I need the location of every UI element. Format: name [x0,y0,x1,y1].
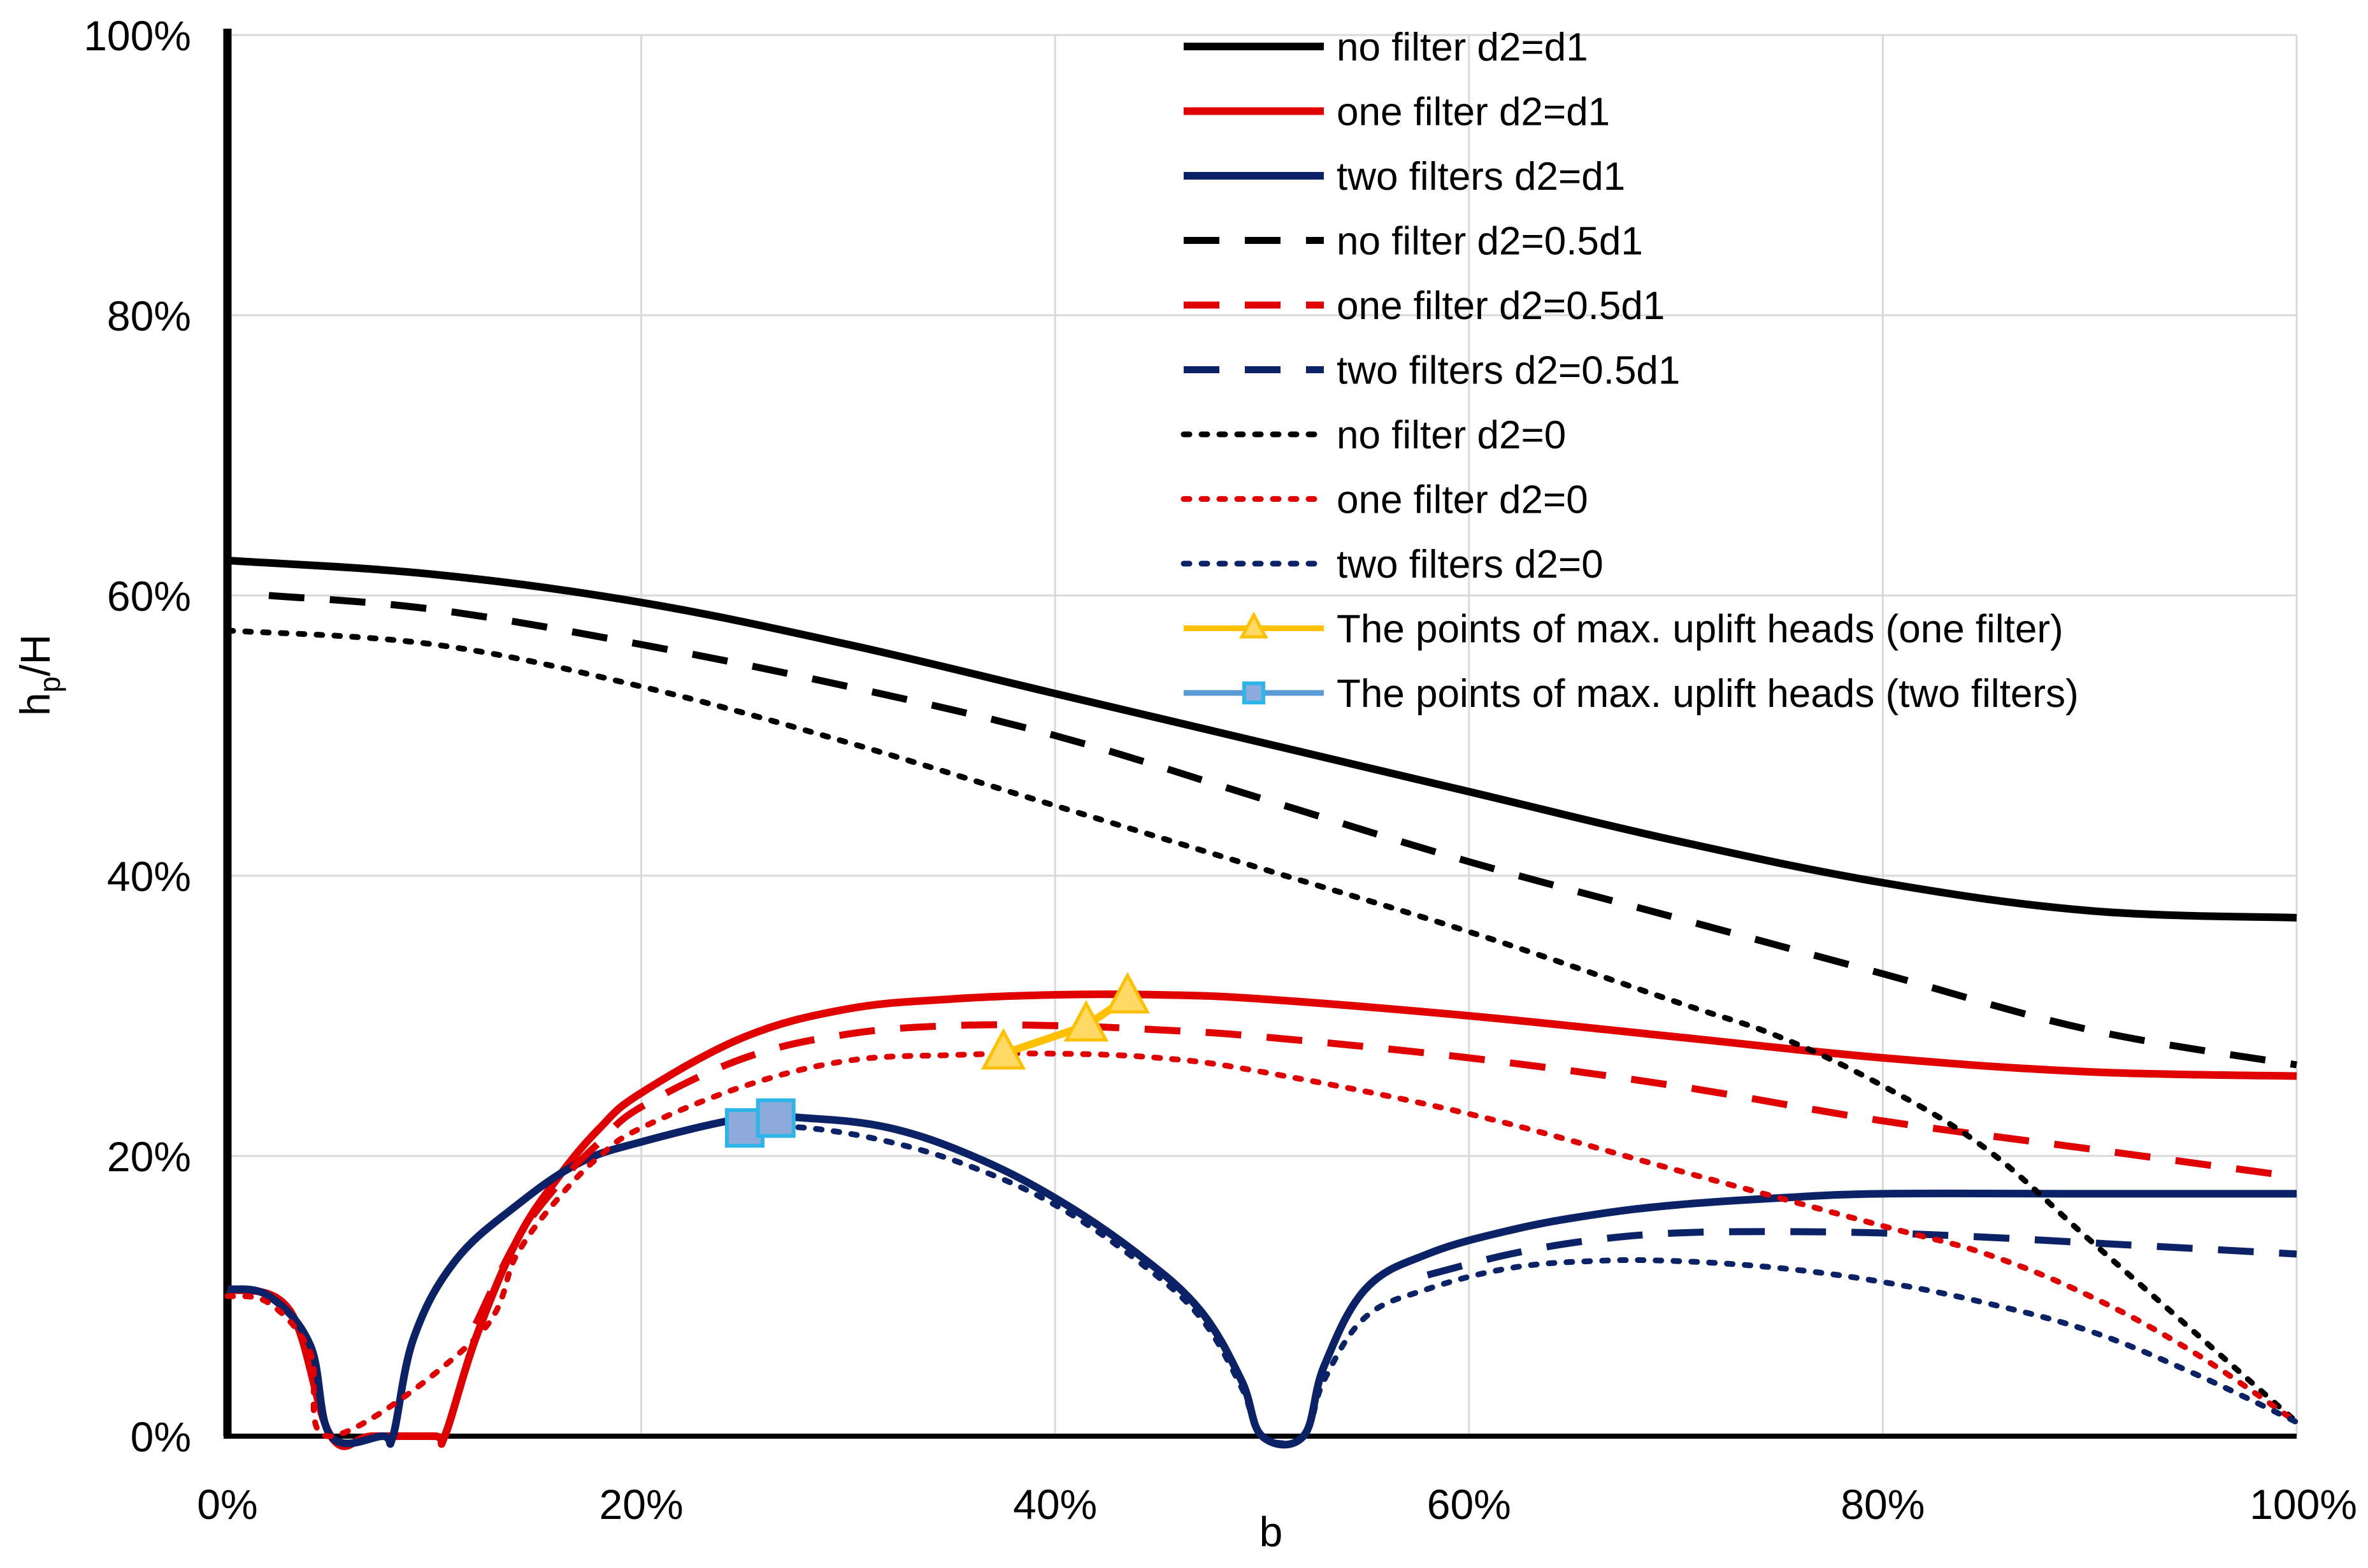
legend-label: no filter d2=d1 [1337,25,1588,69]
legend: no filter d2=d1 one filter d2=d1 two filte… [1180,25,2079,716]
y-tick-label: 20% [107,1133,191,1180]
legend-label: two filters d2=d1 [1337,155,1625,199]
y-tick-label: 0% [131,1413,191,1460]
legend-item: The points of max. uplift heads (one fil… [1184,608,2063,652]
legend-item: two filters d2=0.5d1 [1184,349,1680,393]
y-axis-title-subscript: p [33,676,66,693]
series-10 [980,972,1151,1070]
series-line [1426,1228,2297,1279]
series-7 [224,627,2300,1425]
x-axis-title: b [1259,1508,1283,1555]
legend-label: one filter d2=d1 [1337,90,1610,134]
y-axis-title-suffix: /H [11,634,59,676]
series-3 [226,1111,2297,1449]
data-point-triangle [1063,1000,1109,1042]
legend-label: The points of max. uplift heads (one fil… [1337,608,2063,652]
legend-item: The points of max. uplift heads (two fil… [1184,672,2079,716]
x-tick-label: 80% [1841,1481,1925,1528]
legend-item: two filters d2=d1 [1184,155,1625,199]
data-point-triangle [1239,611,1268,639]
series-line [227,557,2297,922]
legend-label: no filter d2=0 [1337,413,1566,457]
series-5 [472,1021,2297,1326]
series-8 [224,1050,2300,1439]
legend-item: two filters d2=0 [1180,543,1604,587]
grid-lines [227,34,2298,1436]
y-axis-title-main: h [11,692,59,716]
data-point-triangle [980,1028,1026,1070]
data-point-square [756,1098,796,1138]
legend-label: two filters d2=0 [1337,543,1604,587]
y-axis-title: hp/H [11,634,66,716]
legend-label: two filters d2=0.5d1 [1337,349,1680,393]
legend-item: one filter d2=0.5d1 [1184,284,1665,328]
y-tick-label: 80% [107,292,191,339]
series-line [268,592,2297,1069]
legend-label: no filter d2=0.5d1 [1337,220,1643,264]
y-tick-label: 40% [107,853,191,900]
series-6 [1426,1228,2297,1279]
x-tick-label: 40% [1013,1481,1097,1528]
legend-item: no filter d2=0 [1180,413,1566,457]
series-4 [268,592,2297,1069]
series-line [224,627,2300,1425]
series-1 [227,557,2297,922]
legend-item: no filter d2=0.5d1 [1184,220,1643,264]
x-tick-label: 20% [599,1481,684,1528]
series-line [226,990,2297,1450]
y-tick-label: 100% [83,12,191,59]
data-point-triangle [1105,972,1151,1014]
legend-item: one filter d2=d1 [1184,90,1610,134]
y-tick-label: 60% [107,573,191,620]
legend-item: one filter d2=0 [1180,478,1588,522]
series-line [742,1123,2300,1446]
x-tick-label: 100% [2250,1481,2357,1528]
series-group [224,557,2300,1450]
legend-label: The points of max. uplift heads (two fil… [1337,672,2079,716]
tick-labels: 0% 20% 40% 60% 80% 100% 0% 20% 40% 60% 80% 100% [83,12,2357,1528]
series-9 [742,1123,2300,1446]
series-2 [226,990,2297,1450]
series-line [226,1111,2297,1449]
series-line [472,1021,2297,1326]
x-tick-label: 0% [197,1481,257,1528]
x-tick-label: 60% [1427,1481,1511,1528]
legend-item: no filter d2=d1 [1184,25,1588,69]
legend-label: one filter d2=0.5d1 [1337,284,1665,328]
series-line [224,1050,2300,1439]
series-11 [725,1098,796,1148]
legend-label: one filter d2=0 [1337,478,1588,522]
data-point-square [1242,681,1265,704]
